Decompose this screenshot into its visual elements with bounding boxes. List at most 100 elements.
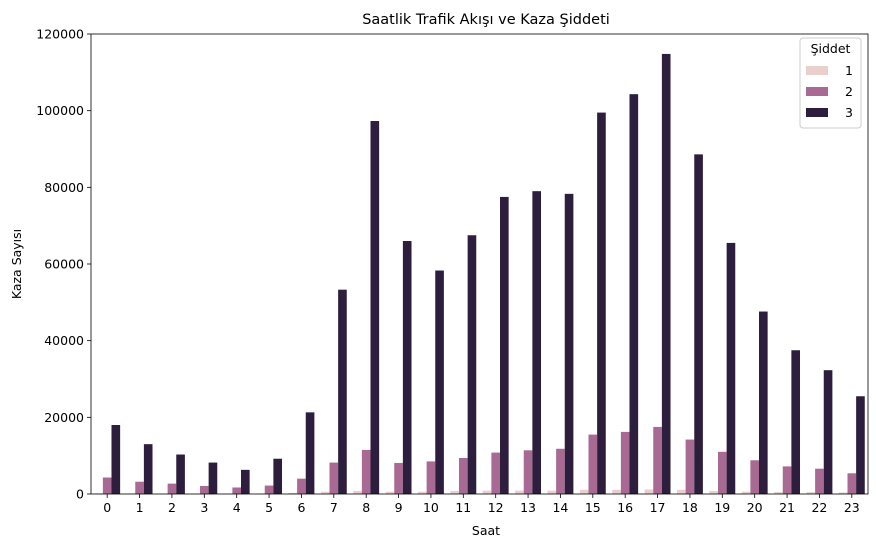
bar-severity-2-hour-18 bbox=[686, 440, 695, 494]
x-tick-label: 4 bbox=[233, 500, 241, 515]
bar-severity-3-hour-10 bbox=[435, 271, 444, 494]
bar-severity-2-hour-23 bbox=[848, 473, 857, 494]
bar-severity-3-hour-6 bbox=[306, 412, 315, 494]
y-tick-label: 40000 bbox=[44, 333, 84, 348]
bar-severity-3-hour-3 bbox=[209, 463, 218, 494]
bar-severity-2-hour-3 bbox=[200, 486, 209, 494]
x-tick-label: 11 bbox=[455, 500, 471, 515]
bar-severity-3-hour-4 bbox=[241, 470, 250, 494]
bar-severity-3-hour-8 bbox=[371, 121, 380, 494]
x-tick-label: 13 bbox=[520, 500, 536, 515]
bar-severity-2-hour-17 bbox=[653, 427, 662, 494]
bar-severity-3-hour-5 bbox=[273, 459, 282, 494]
x-tick-label: 19 bbox=[714, 500, 730, 515]
x-axis-label: Saat bbox=[472, 523, 500, 538]
x-tick-label: 0 bbox=[103, 500, 111, 515]
bar-severity-2-hour-20 bbox=[750, 460, 759, 494]
bar-severity-3-hour-17 bbox=[662, 54, 671, 494]
x-tick-label: 17 bbox=[650, 500, 666, 515]
bar-severity-2-hour-11 bbox=[459, 458, 468, 494]
bar-severity-1-hour-18 bbox=[677, 490, 686, 494]
legend-swatch-2 bbox=[806, 87, 828, 96]
bar-severity-2-hour-21 bbox=[783, 466, 792, 494]
bar-severity-2-hour-2 bbox=[168, 484, 177, 494]
bar-severity-1-hour-13 bbox=[515, 491, 524, 494]
x-tick-label: 3 bbox=[200, 500, 208, 515]
bar-severity-3-hour-23 bbox=[856, 396, 865, 494]
x-tick-label: 21 bbox=[779, 500, 795, 515]
bar-severity-1-hour-17 bbox=[645, 489, 654, 494]
bar-severity-2-hour-8 bbox=[362, 450, 371, 494]
bar-severity-1-hour-11 bbox=[450, 491, 459, 494]
bar-severity-1-hour-19 bbox=[709, 491, 718, 494]
bar-severity-3-hour-7 bbox=[338, 290, 347, 494]
bar-severity-2-hour-4 bbox=[232, 487, 241, 494]
y-tick-label: 20000 bbox=[44, 410, 84, 425]
bar-severity-2-hour-9 bbox=[394, 463, 403, 494]
y-tick-label: 0 bbox=[76, 487, 84, 502]
bar-severity-2-hour-1 bbox=[135, 482, 144, 494]
x-tick-label: 8 bbox=[362, 500, 370, 515]
bar-severity-3-hour-18 bbox=[694, 154, 703, 494]
bar-severity-3-hour-0 bbox=[112, 425, 121, 494]
bar-severity-2-hour-5 bbox=[265, 486, 274, 494]
bar-severity-3-hour-15 bbox=[597, 113, 606, 494]
bar-severity-3-hour-21 bbox=[791, 350, 800, 494]
y-tick-label: 80000 bbox=[44, 180, 84, 195]
bar-severity-1-hour-15 bbox=[580, 490, 589, 494]
x-tick-label: 12 bbox=[488, 500, 504, 515]
bar-severity-2-hour-15 bbox=[589, 435, 598, 494]
bar-severity-2-hour-7 bbox=[330, 463, 339, 494]
x-tick-label: 6 bbox=[297, 500, 305, 515]
bars-layer bbox=[94, 54, 865, 494]
bar-severity-2-hour-6 bbox=[297, 479, 306, 494]
bar-severity-3-hour-12 bbox=[500, 197, 509, 494]
x-tick-label: 16 bbox=[617, 500, 633, 515]
bar-severity-3-hour-11 bbox=[468, 235, 477, 494]
bar-severity-2-hour-12 bbox=[491, 453, 500, 494]
x-tick-label: 5 bbox=[265, 500, 273, 515]
x-tick-label: 23 bbox=[844, 500, 860, 515]
legend-swatch-1 bbox=[806, 66, 828, 75]
bar-severity-3-hour-2 bbox=[176, 455, 185, 494]
legend-label-2: 2 bbox=[845, 84, 853, 99]
bar-severity-1-hour-8 bbox=[353, 491, 362, 494]
bar-severity-2-hour-0 bbox=[103, 478, 112, 494]
y-tick-label: 100000 bbox=[36, 103, 84, 118]
bar-severity-2-hour-22 bbox=[815, 469, 824, 494]
x-tick-label: 18 bbox=[682, 500, 698, 515]
x-tick-label: 20 bbox=[747, 500, 763, 515]
y-tick-label: 120000 bbox=[36, 27, 84, 42]
bar-severity-3-hour-14 bbox=[565, 194, 574, 494]
bar-severity-2-hour-19 bbox=[718, 452, 727, 494]
bar-severity-3-hour-16 bbox=[630, 94, 639, 494]
chart-title: Saatlik Trafik Akışı ve Kaza Şiddeti bbox=[362, 12, 610, 28]
bar-severity-2-hour-14 bbox=[556, 449, 565, 494]
x-tick-label: 22 bbox=[811, 500, 827, 515]
bar-severity-3-hour-13 bbox=[532, 191, 541, 494]
bar-severity-3-hour-19 bbox=[727, 243, 736, 494]
bar-severity-1-hour-14 bbox=[547, 491, 556, 494]
bar-severity-3-hour-20 bbox=[759, 312, 768, 494]
x-tick-label: 9 bbox=[395, 500, 403, 515]
bar-severity-2-hour-13 bbox=[524, 450, 533, 494]
x-tick-label: 10 bbox=[423, 500, 439, 515]
legend-label-3: 3 bbox=[845, 105, 853, 120]
plot-frame bbox=[91, 34, 868, 494]
x-tick-label: 14 bbox=[552, 500, 568, 515]
x-tick-label: 7 bbox=[330, 500, 338, 515]
bar-severity-3-hour-9 bbox=[403, 241, 412, 494]
legend: Şiddet 1 2 3 bbox=[800, 38, 861, 128]
legend-label-1: 1 bbox=[845, 63, 853, 78]
x-tick-label: 15 bbox=[585, 500, 601, 515]
legend-title: Şiddet bbox=[811, 41, 851, 56]
x-tick-label: 2 bbox=[168, 500, 176, 515]
y-tick-label: 60000 bbox=[44, 257, 84, 272]
bar-severity-1-hour-12 bbox=[483, 491, 492, 494]
bar-severity-3-hour-22 bbox=[824, 370, 833, 494]
bar-severity-2-hour-16 bbox=[621, 432, 630, 494]
bar-severity-3-hour-1 bbox=[144, 444, 153, 494]
